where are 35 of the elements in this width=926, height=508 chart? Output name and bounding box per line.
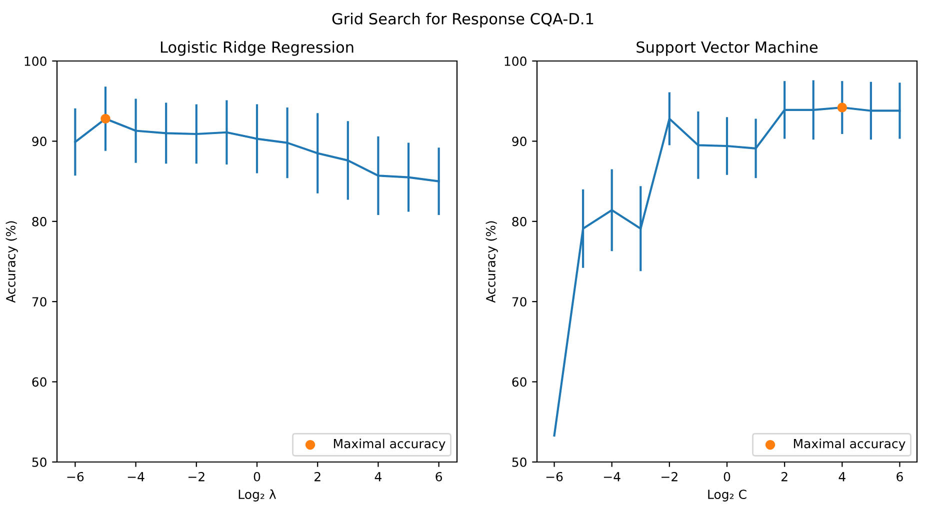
x-tick-label: −2: [188, 472, 204, 482]
y-tick-label: 90: [32, 136, 46, 146]
legend-label: Maximal accuracy: [334, 438, 446, 451]
x-tick-label: 2: [314, 472, 320, 482]
x-tick-label: −4: [128, 472, 144, 482]
y-tick-label: 80: [32, 216, 46, 226]
chart-title: Support Vector Machine: [636, 41, 818, 56]
y-tick-label: 50: [32, 457, 46, 467]
y-axis-title: Accuracy (%): [486, 221, 498, 303]
y-tick-label: 80: [512, 216, 526, 226]
y-tick-label: 90: [512, 136, 526, 146]
y-tick-label: 70: [32, 297, 46, 307]
text: Grid Search for Response CQA-D.1: [332, 12, 594, 28]
y-axis-title: Accuracy (%): [6, 221, 18, 303]
legend-label: Maximal accuracy: [794, 438, 906, 451]
x-axis-title: Log₂ λ: [238, 489, 276, 502]
x-tick-label: 4: [838, 472, 846, 482]
x-tick-label: −2: [662, 472, 678, 482]
chart-title: Logistic Ridge Regression: [160, 41, 354, 56]
x-tick-label: −6: [67, 472, 84, 482]
y-tick-label: 100: [504, 56, 526, 66]
y-tick-label: 50: [512, 457, 526, 467]
y-tick-label: 100: [24, 56, 46, 66]
x-tick-label: 6: [896, 472, 903, 482]
y-tick-label: 60: [512, 377, 526, 387]
x-tick-label: 4: [374, 472, 382, 482]
x-tick-label: −4: [604, 472, 620, 482]
x-axis-title: Log₂ C: [708, 490, 746, 502]
y-tick-label: 60: [32, 377, 46, 387]
x-tick-label: 0: [254, 472, 260, 482]
x-tick-label: 2: [782, 472, 788, 482]
y-tick-label: 70: [512, 297, 526, 307]
x-tick-label: 6: [436, 472, 442, 482]
x-tick-label: 0: [724, 472, 730, 482]
x-tick-label: −6: [546, 472, 563, 482]
